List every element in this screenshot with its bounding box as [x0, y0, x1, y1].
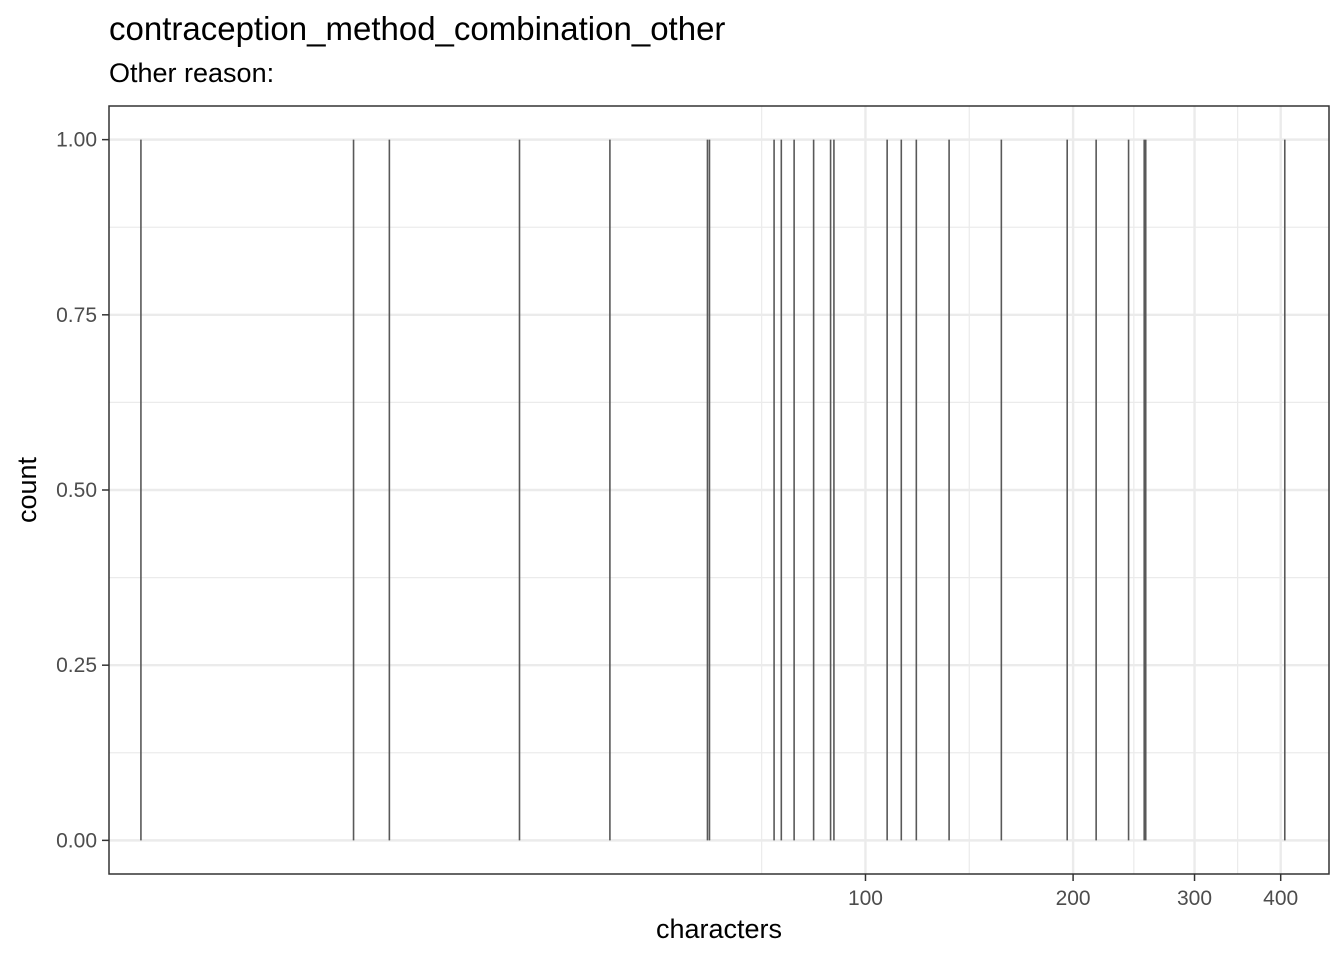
- bar-series: [140, 139, 1286, 841]
- y-tick-label: 0.50: [56, 479, 97, 502]
- chart-title: contraception_method_combination_other: [109, 10, 726, 47]
- x-axis-title: characters: [656, 914, 782, 944]
- grid-lines: [109, 106, 1329, 874]
- axes: 0.00 0.25 0.50 0.75 1.00 100 200 300 400: [56, 129, 1298, 910]
- x-tick-label: 300: [1177, 887, 1212, 910]
- y-axis-title: count: [12, 456, 42, 523]
- chart-subtitle: Other reason:: [109, 58, 275, 88]
- x-tick-label: 200: [1056, 887, 1091, 910]
- y-tick-label: 0.25: [56, 654, 97, 677]
- y-tick-label: 0.00: [56, 829, 97, 852]
- y-tick-label: 0.75: [56, 304, 97, 327]
- y-tick-label: 1.00: [56, 129, 97, 152]
- x-tick-label: 100: [848, 887, 883, 910]
- x-tick-label: 400: [1263, 887, 1298, 910]
